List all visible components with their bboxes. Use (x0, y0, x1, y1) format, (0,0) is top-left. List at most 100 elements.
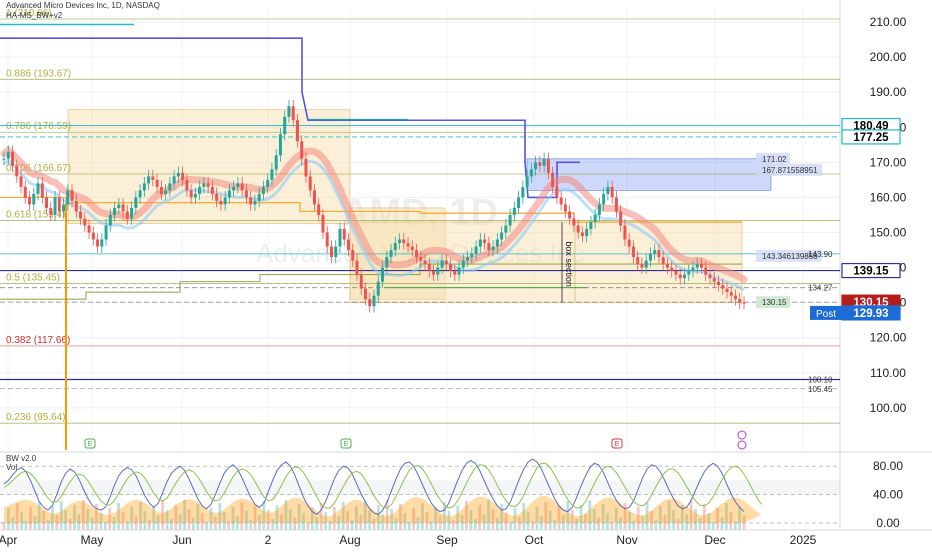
candle-body (551, 172, 555, 187)
candle-body (193, 193, 197, 198)
candle (661, 250, 665, 271)
candle-body (62, 204, 66, 212)
candle (202, 177, 206, 194)
volume-bar (425, 512, 429, 530)
candle-body (665, 264, 669, 268)
candle-body (738, 299, 742, 303)
candle (534, 156, 538, 176)
candle (529, 163, 533, 183)
candle-body (580, 232, 584, 237)
candle (602, 187, 606, 211)
candle-body (28, 197, 32, 205)
volume-bar (562, 515, 565, 530)
candle (406, 236, 410, 253)
candle-body (623, 225, 627, 240)
candle-body (389, 250, 393, 258)
volume-bar (121, 512, 125, 530)
candle-body (74, 200, 78, 212)
candle-body (295, 120, 299, 142)
candle (147, 170, 151, 190)
candle-body (648, 253, 652, 261)
earnings-event-box (340, 438, 352, 449)
candle-body (699, 264, 703, 268)
earnings-event-label: E (344, 441, 349, 448)
candle-body (415, 250, 419, 258)
candle-body (240, 183, 244, 191)
volume-bar (46, 520, 50, 530)
volume-bar (377, 505, 380, 530)
post-tag-box (810, 305, 842, 320)
volume-bar (306, 522, 310, 530)
candle-body (398, 239, 402, 244)
candle (546, 152, 550, 180)
candle (470, 247, 474, 264)
candle (640, 257, 644, 274)
candle-body (342, 229, 346, 240)
volume-bar (429, 521, 433, 530)
candle-body (363, 288, 367, 300)
x-tick-label: Sep (436, 533, 458, 547)
candle (236, 177, 240, 194)
candle (96, 233, 100, 253)
event-marker (737, 440, 747, 450)
price-label-text: 139.15 (853, 266, 889, 278)
candle (678, 268, 682, 285)
candle-body (164, 190, 168, 194)
y-tick-label: 100.00 (870, 401, 907, 415)
candle-body (219, 200, 223, 205)
volume-bar (416, 517, 420, 530)
volume-bar (130, 507, 134, 530)
candle (568, 205, 572, 225)
volume-bar (645, 502, 649, 530)
candle-body (631, 246, 635, 258)
candle-body (355, 260, 359, 275)
candle-body (704, 267, 708, 275)
candle (2, 152, 6, 166)
volume-bar (55, 515, 59, 530)
candle-body (172, 176, 176, 184)
candle (121, 198, 125, 218)
candle (159, 180, 163, 201)
volume-bar (15, 503, 19, 530)
candle (215, 187, 219, 208)
level-note-label: 143.90 (808, 250, 833, 259)
candle (419, 250, 423, 267)
candle (716, 275, 720, 292)
candle-body (57, 197, 61, 212)
candle (483, 233, 487, 250)
candle (321, 208, 325, 239)
earnings-event-box (611, 438, 623, 449)
time-axis[interactable]: Apr May Jun 2 Aug Sep Oct Nov Dec 2025 (0, 529, 932, 550)
volume-bar (544, 502, 548, 530)
volume-bar (614, 508, 618, 530)
candle (291, 99, 295, 127)
x-tick-label: Apr (0, 533, 17, 547)
candle-body (325, 232, 329, 247)
candle-body (66, 190, 70, 205)
candle-body (602, 193, 606, 205)
candle (49, 201, 53, 222)
x-tick-label: Dec (704, 533, 725, 547)
candle-body (593, 214, 597, 222)
oscillator-band (0, 480, 840, 495)
candle-body (359, 274, 363, 289)
volume-bar (548, 511, 552, 530)
volume-bar (738, 507, 741, 530)
candle (15, 159, 19, 183)
volume-bar (86, 509, 90, 530)
volume-bar (156, 515, 160, 530)
candle (389, 243, 393, 264)
candle-body (121, 204, 125, 212)
y-tick-label: 210.00 (870, 15, 907, 29)
volume-bar (575, 519, 579, 530)
volume-bar (689, 500, 693, 530)
volume-bar (667, 501, 671, 530)
volume-bar (504, 513, 508, 530)
candle-body (521, 186, 525, 198)
volume-bar (161, 501, 164, 530)
candle (125, 205, 129, 225)
candle (219, 194, 223, 211)
candle-body (546, 158, 550, 173)
candle-body (266, 179, 270, 187)
candle-body (470, 253, 474, 258)
